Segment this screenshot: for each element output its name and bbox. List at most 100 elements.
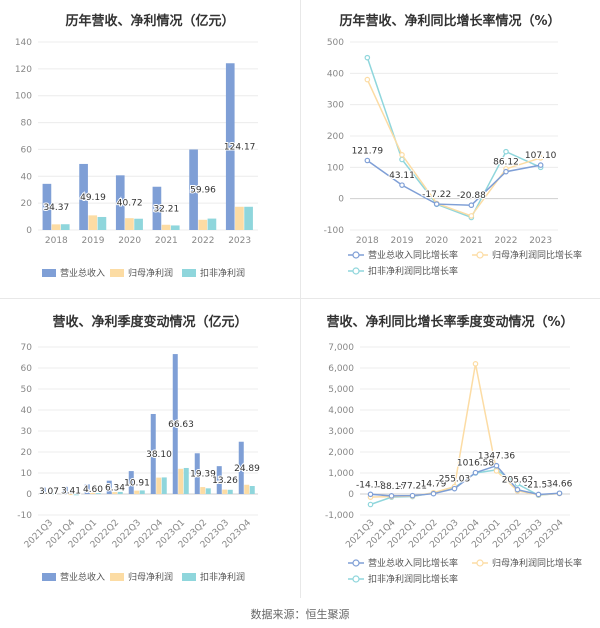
y-tick-label: 60 — [21, 145, 33, 155]
data-label: 40.72 — [117, 199, 143, 209]
bar — [178, 468, 184, 494]
data-label: 124.17 — [224, 143, 256, 153]
bar — [183, 467, 189, 494]
data-label: 10.91 — [124, 479, 150, 489]
legend-label: 归母净利润 — [128, 571, 173, 583]
data-label: -77.21 — [398, 482, 427, 492]
bar — [198, 219, 208, 230]
bar — [60, 224, 70, 230]
data-point — [535, 491, 542, 498]
data-label: 205.62 — [502, 476, 534, 486]
y-tick-label: 100 — [327, 163, 344, 173]
bar — [205, 488, 211, 494]
data-label: 4.60 — [83, 485, 103, 495]
data-point — [503, 168, 509, 175]
chart-title: 营收、净利季度变动情况（亿元） — [52, 314, 247, 330]
data-label: 1016.58 — [457, 459, 494, 469]
legend-marker — [352, 251, 360, 259]
legend-label: 扣非净利润同比增长率 — [368, 573, 458, 585]
x-tick-label: 2021 — [460, 236, 483, 246]
bar — [244, 484, 250, 494]
x-tick-label: 2022 — [192, 236, 215, 246]
y-tick-label: 7,000 — [328, 343, 354, 353]
y-tick-label: 0 — [348, 490, 354, 500]
data-point — [468, 202, 475, 209]
y-tick-label: 3,000 — [328, 427, 354, 437]
data-point — [367, 501, 374, 508]
bar — [125, 218, 134, 230]
legend-label: 归母净利润同比增长率 — [492, 249, 582, 261]
y-tick-label: 400 — [327, 69, 344, 79]
chart-title: 历年营收、净利情况（亿元） — [65, 13, 234, 29]
bar — [97, 216, 107, 230]
data-label: 49.19 — [80, 193, 106, 203]
series-line — [366, 79, 541, 217]
data-label: 14.79 — [421, 480, 447, 490]
x-tick-label: 2023 — [228, 236, 251, 246]
y-tick-label: 140 — [15, 38, 32, 48]
y-tick-label: 300 — [327, 101, 344, 111]
legend-swatch — [110, 573, 124, 581]
data-label: 43.11 — [389, 171, 415, 181]
data-point — [556, 490, 563, 497]
data-label: 3.41 — [61, 486, 81, 496]
x-tick-label: 2018 — [356, 236, 379, 246]
bar — [42, 183, 52, 230]
y-tick-label: 200 — [327, 132, 344, 142]
bar — [194, 453, 200, 494]
data-point — [399, 182, 405, 188]
legend-swatch — [182, 269, 196, 277]
y-tick-label: 30 — [21, 427, 33, 437]
bar — [161, 224, 171, 230]
bar — [117, 491, 123, 494]
data-label: 34.37 — [43, 203, 69, 213]
bar — [200, 487, 206, 494]
data-point — [468, 213, 475, 219]
legend-marker — [352, 267, 360, 275]
bar — [249, 486, 255, 494]
y-tick-label: 60 — [21, 364, 33, 374]
series-line — [370, 464, 560, 497]
chart-title: 营收、净利同比增长率季度变动情况（%） — [326, 314, 573, 330]
y-tick-label: 6,000 — [328, 364, 354, 374]
y-tick-label: 120 — [15, 65, 32, 75]
data-source-note: 数据来源：恒生聚源 — [250, 608, 350, 621]
bar — [170, 225, 180, 230]
data-point — [409, 492, 416, 499]
data-label: 19.39 — [190, 470, 216, 480]
bar — [222, 489, 228, 494]
data-point — [388, 493, 395, 499]
y-tick-label: 20 — [21, 448, 33, 458]
legend-swatch — [110, 269, 124, 277]
data-point — [537, 162, 544, 168]
bar — [84, 484, 90, 494]
x-tick-label: 2018 — [45, 236, 68, 246]
data-point — [514, 481, 521, 487]
data-label: 32.21 — [153, 204, 179, 214]
x-tick-label: 2020 — [118, 236, 141, 246]
bar — [139, 490, 145, 494]
data-point — [433, 201, 440, 207]
data-label: 107.10 — [525, 151, 557, 161]
data-label: 6.34 — [105, 483, 125, 493]
bar — [88, 215, 98, 230]
y-tick-label: 4,000 — [328, 406, 354, 416]
x-tick-label: 2019 — [391, 236, 414, 246]
data-label: 255.03 — [439, 475, 471, 485]
series-line — [366, 159, 541, 206]
data-label: 86.12 — [493, 158, 519, 168]
y-tick-label: 50 — [21, 385, 33, 395]
bar — [62, 486, 68, 494]
data-point — [367, 491, 374, 498]
y-tick-label: 80 — [21, 119, 33, 129]
bar — [79, 163, 88, 230]
bar — [90, 492, 96, 494]
legend-label: 归母净利润同比增长率 — [492, 557, 582, 569]
x-tick-label: 2021 — [155, 236, 178, 246]
bar — [172, 354, 178, 494]
legend-label: 营业总收入同比增长率 — [368, 249, 458, 261]
y-tick-label: 100 — [15, 92, 32, 102]
legend-swatch — [42, 269, 56, 277]
bar — [244, 206, 253, 230]
data-label: 38.10 — [146, 450, 172, 460]
